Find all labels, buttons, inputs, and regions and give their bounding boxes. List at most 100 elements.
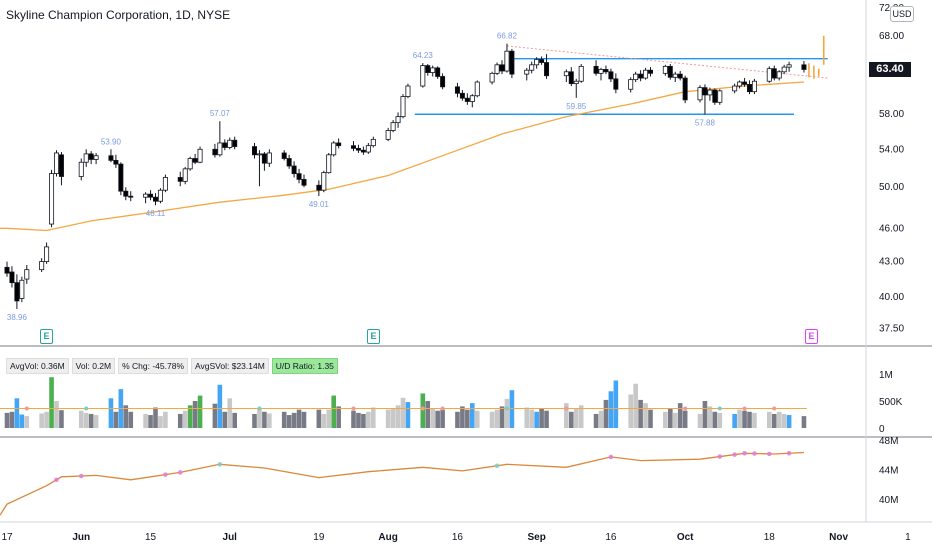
- candle-body: [638, 73, 644, 79]
- volume-bar: [262, 411, 267, 428]
- candle: [88, 151, 94, 165]
- time-tick-label: Jul: [223, 532, 238, 543]
- currency-button[interactable]: USD: [890, 6, 914, 22]
- relative-strength-line: [0, 451, 805, 516]
- volume-bar: [752, 412, 757, 428]
- candle-body: [608, 71, 614, 80]
- volume-signal-dot: [717, 406, 722, 411]
- candle-body: [613, 78, 619, 90]
- candle: [648, 67, 654, 77]
- candle-body: [118, 163, 124, 192]
- candle: [435, 66, 441, 79]
- candle: [192, 153, 198, 165]
- volume-bar: [767, 411, 772, 428]
- rs-new-high-dot: [732, 452, 737, 457]
- earnings-marker-icon[interactable]: E: [40, 329, 53, 344]
- candle: [331, 141, 337, 157]
- candle: [638, 70, 644, 82]
- volume-bar: [291, 412, 297, 428]
- volume-bar: [187, 405, 193, 428]
- volume-signal-dot: [742, 406, 747, 411]
- candle: [603, 65, 609, 75]
- rs-new-high-dot: [217, 462, 223, 467]
- candle-body: [544, 62, 550, 77]
- volume-bar: [420, 393, 426, 428]
- candle: [801, 60, 807, 73]
- candle: [336, 138, 342, 149]
- candle: [747, 80, 753, 95]
- candle-body: [667, 65, 673, 78]
- volume-bar: [732, 413, 737, 428]
- candle: [321, 170, 327, 193]
- candle-body: [717, 90, 723, 103]
- candle: [499, 60, 505, 75]
- candle: [19, 276, 25, 303]
- volume-bar: [14, 398, 20, 428]
- price-tick-label: 50.00: [879, 182, 904, 193]
- volume-signal-dot: [24, 406, 29, 411]
- time-tick-label: 18: [764, 532, 776, 543]
- candle-body: [766, 68, 772, 82]
- candle: [83, 149, 89, 167]
- volume-bar: [598, 410, 604, 428]
- candle-body: [222, 142, 228, 148]
- candle-body: [365, 145, 371, 153]
- volume-bar: [737, 409, 742, 428]
- volume-bar: [163, 411, 168, 428]
- volume-bar: [672, 412, 678, 428]
- candle: [152, 193, 158, 206]
- volume-bar: [435, 410, 440, 428]
- candle-body: [143, 193, 149, 198]
- volume-signal-dot: [420, 406, 425, 411]
- candle: [9, 266, 15, 288]
- candle: [529, 61, 535, 74]
- candle: [162, 174, 168, 193]
- candle-body: [781, 66, 787, 73]
- volume-signal-dot: [351, 406, 356, 411]
- candle-body: [578, 65, 584, 82]
- candle-body: [24, 269, 30, 280]
- candle: [454, 82, 460, 98]
- volume-bar: [143, 413, 148, 428]
- volume-bar: [316, 409, 322, 428]
- time-tick-label: 16: [452, 532, 464, 543]
- candle-body: [702, 87, 708, 96]
- candle: [544, 54, 550, 79]
- candle-body: [321, 172, 327, 191]
- volume-bar: [4, 412, 10, 428]
- price-tick-label: 37.50: [879, 324, 904, 335]
- candle: [365, 142, 371, 154]
- candle: [197, 146, 203, 164]
- candle-body: [286, 158, 292, 167]
- volume-bar: [474, 410, 480, 428]
- candle-body: [732, 85, 738, 92]
- candle: [108, 149, 114, 163]
- upcoming-earnings-marker-icon[interactable]: E: [805, 329, 818, 344]
- earnings-marker-icon[interactable]: E: [367, 329, 380, 344]
- volume-bar: [49, 377, 54, 428]
- candle-body: [425, 65, 431, 73]
- candle: [54, 150, 60, 177]
- candle: [316, 180, 322, 197]
- volume-bar: [217, 384, 223, 428]
- candle-body: [474, 81, 480, 97]
- volume-bar: [564, 403, 569, 428]
- candle-body: [776, 71, 782, 79]
- candle-body: [494, 64, 500, 74]
- candle: [751, 78, 757, 95]
- candle-body: [54, 152, 60, 175]
- volume-bar: [267, 413, 272, 428]
- candle-body: [430, 67, 436, 73]
- volume-bar: [222, 411, 228, 428]
- candle: [355, 144, 361, 153]
- candle-body: [751, 80, 757, 93]
- candle-body: [454, 86, 460, 94]
- volume-bar: [400, 397, 406, 428]
- moving-average-line: [0, 81, 805, 232]
- candle: [524, 67, 530, 81]
- price-extreme-label: 64.23: [413, 51, 434, 60]
- rs-new-high-dot: [494, 463, 500, 469]
- volume-bar: [182, 410, 188, 428]
- volume-bar: [440, 409, 445, 428]
